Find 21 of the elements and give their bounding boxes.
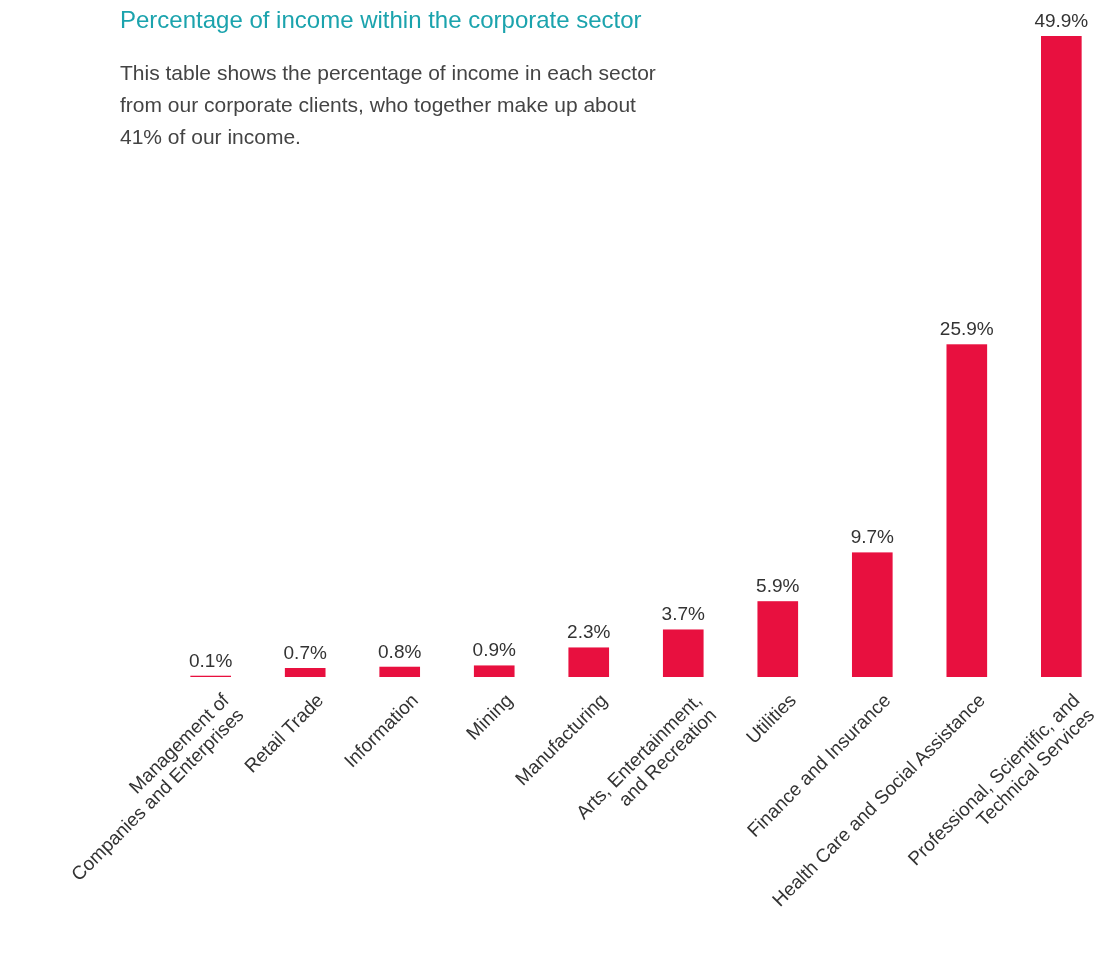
bar [757,601,799,677]
bar [946,344,988,677]
bar [568,647,610,677]
data-label: 3.7% [661,603,706,625]
bar [379,666,421,677]
data-label: 25.9% [939,318,994,340]
bar [1041,36,1082,677]
bar [473,665,515,677]
data-label: 9.7% [850,526,895,548]
data-label: 49.9% [1034,10,1089,31]
chart-title: Percentage of income within the corporate sector [120,6,642,33]
data-label: 0.7% [283,642,327,664]
bar [662,629,704,677]
data-label: 0.8% [378,640,422,662]
data-label: 5.9% [756,575,800,597]
text: This table shows the percentage of income in each sector from our corporate clients, who together make up about 41% of our income. [120,61,656,148]
bar [284,668,326,677]
bar [851,552,893,677]
data-label: 2.3% [567,621,611,643]
data-label: 0.9% [472,639,516,661]
data-label: 0.1% [189,649,233,671]
